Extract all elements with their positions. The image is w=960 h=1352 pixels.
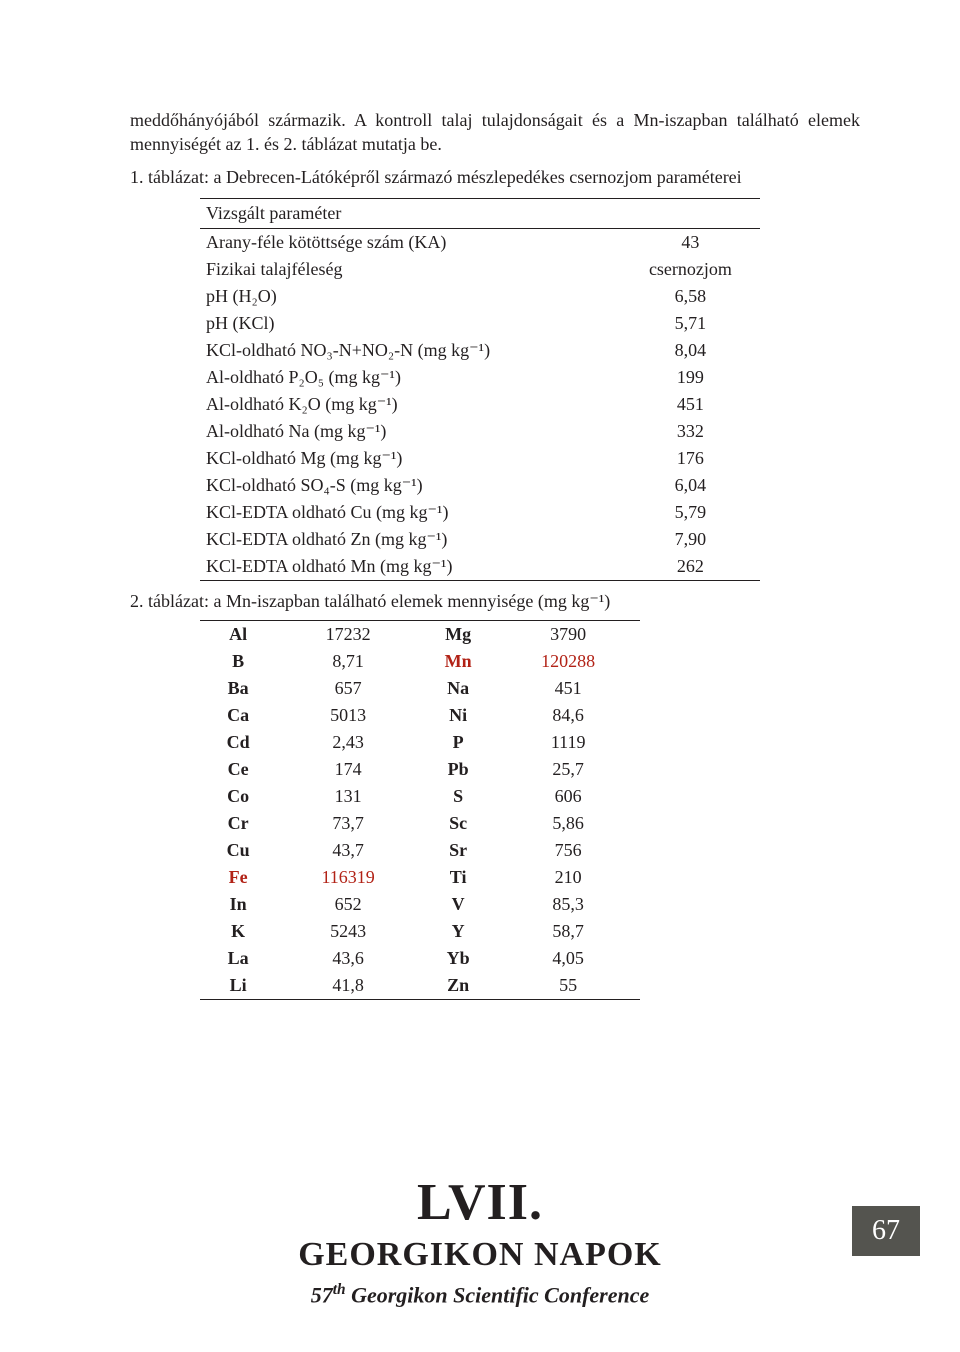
t2-sym: Na xyxy=(420,675,496,702)
t2-sym: Li xyxy=(200,972,276,1000)
t1-value: 6,04 xyxy=(621,472,760,499)
t2-val: 116319 xyxy=(276,864,420,891)
t2-sym: In xyxy=(200,891,276,918)
t2-sym: Zn xyxy=(420,972,496,1000)
t2-sym: Cr xyxy=(200,810,276,837)
t2-sym: K xyxy=(200,918,276,945)
t2-val: 652 xyxy=(276,891,420,918)
footer-conf-pre: 57 xyxy=(311,1282,333,1307)
t2-val: 43,6 xyxy=(276,945,420,972)
t1-param: pH (H₂O) xyxy=(200,283,621,310)
t1-param: KCl-EDTA oldható Zn (mg kg⁻¹) xyxy=(200,526,621,553)
t1-param: KCl-oldható Mg (mg kg⁻¹) xyxy=(200,445,621,472)
t2-val: 451 xyxy=(496,675,640,702)
t2-val: 5,86 xyxy=(496,810,640,837)
t2-sym: Yb xyxy=(420,945,496,972)
table1-header: Vizsgált paraméter xyxy=(200,198,760,228)
t2-sym: Mn xyxy=(420,648,496,675)
t1-param: pH (KCl) xyxy=(200,310,621,337)
t2-sym: Sc xyxy=(420,810,496,837)
t1-value: csernozjom xyxy=(621,256,760,283)
t2-sym: S xyxy=(420,783,496,810)
footer-napok: GEORGIKON NAPOK xyxy=(0,1236,960,1274)
t2-sym: Ca xyxy=(200,702,276,729)
t1-param: KCl-oldható SO₄-S (mg kg⁻¹) xyxy=(200,472,621,499)
t2-val: 131 xyxy=(276,783,420,810)
t1-value: 5,79 xyxy=(621,499,760,526)
t2-val: 5013 xyxy=(276,702,420,729)
t2-sym: Co xyxy=(200,783,276,810)
t1-value: 7,90 xyxy=(621,526,760,553)
t2-val: 3790 xyxy=(496,620,640,648)
t1-value: 262 xyxy=(621,553,760,581)
t1-param: Al-oldható Na (mg kg⁻¹) xyxy=(200,418,621,445)
t2-val: 17232 xyxy=(276,620,420,648)
t2-sym: V xyxy=(420,891,496,918)
page-footer: LVII. GEORGIKON NAPOK 57th Georgikon Sci… xyxy=(0,1152,960,1352)
t2-val: 25,7 xyxy=(496,756,640,783)
intro-paragraph: meddőhányójából származik. A kontroll ta… xyxy=(130,108,860,157)
t1-param: KCl-EDTA oldható Mn (mg kg⁻¹) xyxy=(200,553,621,581)
footer-conference: 57th Georgikon Scientific Conference xyxy=(0,1281,960,1308)
page: meddőhányójából származik. A kontroll ta… xyxy=(0,0,960,1352)
t2-val: 85,3 xyxy=(496,891,640,918)
t2-sym: Ti xyxy=(420,864,496,891)
t2-sym: B xyxy=(200,648,276,675)
t2-val: 1119 xyxy=(496,729,640,756)
t1-param: Fizikai talajféleség xyxy=(200,256,621,283)
t1-value: 176 xyxy=(621,445,760,472)
t2-val: 606 xyxy=(496,783,640,810)
t1-value: 451 xyxy=(621,391,760,418)
t2-sym: La xyxy=(200,945,276,972)
t1-value: 199 xyxy=(621,364,760,391)
t2-val: 55 xyxy=(496,972,640,1000)
t2-val: 43,7 xyxy=(276,837,420,864)
t2-sym: P xyxy=(420,729,496,756)
t1-param: KCl-EDTA oldható Cu (mg kg⁻¹) xyxy=(200,499,621,526)
t2-sym: Fe xyxy=(200,864,276,891)
t2-sym: Ce xyxy=(200,756,276,783)
table1-caption: 1. táblázat: a Debrecen-Látóképről szárm… xyxy=(130,167,860,188)
t2-val: 8,71 xyxy=(276,648,420,675)
t1-param: Al-oldható K₂O (mg kg⁻¹) xyxy=(200,391,621,418)
t2-val: 174 xyxy=(276,756,420,783)
table1: Vizsgált paraméter Arany-féle kötöttsége… xyxy=(200,198,760,581)
t2-val: 120288 xyxy=(496,648,640,675)
t2-val: 58,7 xyxy=(496,918,640,945)
table2: Al17232 Mg3790 B8,71 Mn120288 Ba657 Na45… xyxy=(200,620,640,1000)
t2-sym: Al xyxy=(200,620,276,648)
t1-value: 5,71 xyxy=(621,310,760,337)
t2-sym: Ni xyxy=(420,702,496,729)
t2-val: 41,8 xyxy=(276,972,420,1000)
footer-conf-sup: th xyxy=(333,1281,346,1298)
t2-sym: Mg xyxy=(420,620,496,648)
t2-val: 84,6 xyxy=(496,702,640,729)
t1-value: 8,04 xyxy=(621,337,760,364)
t2-val: 756 xyxy=(496,837,640,864)
t2-sym: Cd xyxy=(200,729,276,756)
footer-lvii: LVII. xyxy=(0,1173,960,1232)
t1-value: 43 xyxy=(621,228,760,256)
t1-param: KCl-oldható NO₃-N+NO₂-N (mg kg⁻¹) xyxy=(200,337,621,364)
t2-sym: Cu xyxy=(200,837,276,864)
t2-val: 73,7 xyxy=(276,810,420,837)
t2-sym: Pb xyxy=(420,756,496,783)
t2-val: 2,43 xyxy=(276,729,420,756)
t2-val: 657 xyxy=(276,675,420,702)
footer-conf-post: Georgikon Scientific Conference xyxy=(346,1282,650,1307)
t2-sym: Y xyxy=(420,918,496,945)
t2-val: 4,05 xyxy=(496,945,640,972)
t1-value: 6,58 xyxy=(621,283,760,310)
t1-param: Arany-féle kötöttsége szám (KA) xyxy=(200,228,621,256)
t2-sym: Sr xyxy=(420,837,496,864)
table2-caption: 2. táblázat: a Mn-iszapban található ele… xyxy=(130,591,860,612)
t2-val: 5243 xyxy=(276,918,420,945)
t1-param: Al-oldható P₂O₅ (mg kg⁻¹) xyxy=(200,364,621,391)
t2-val: 210 xyxy=(496,864,640,891)
t2-sym: Ba xyxy=(200,675,276,702)
page-number: 67 xyxy=(852,1206,920,1256)
t1-value: 332 xyxy=(621,418,760,445)
